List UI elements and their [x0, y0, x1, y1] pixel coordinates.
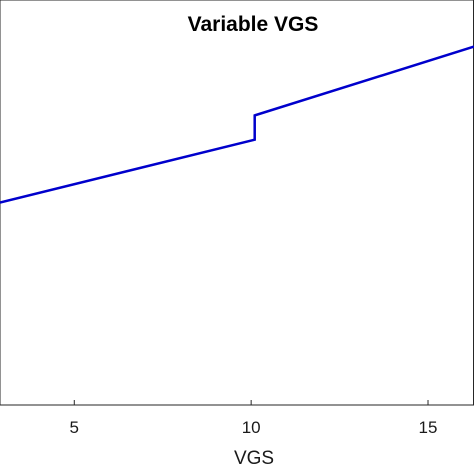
x-tick-label: 10: [242, 418, 261, 437]
x-axis-label: VGS: [234, 448, 274, 469]
series-layer: [0, 45, 474, 204]
x-tick-label: 5: [70, 418, 79, 437]
plot-frame: [0, 0, 474, 406]
series-line: [0, 45, 474, 204]
chart-title: Variable VGS: [188, 13, 319, 36]
x-tick-label: 15: [419, 418, 438, 437]
x-axis-ticks: 5 10 15: [70, 400, 438, 437]
